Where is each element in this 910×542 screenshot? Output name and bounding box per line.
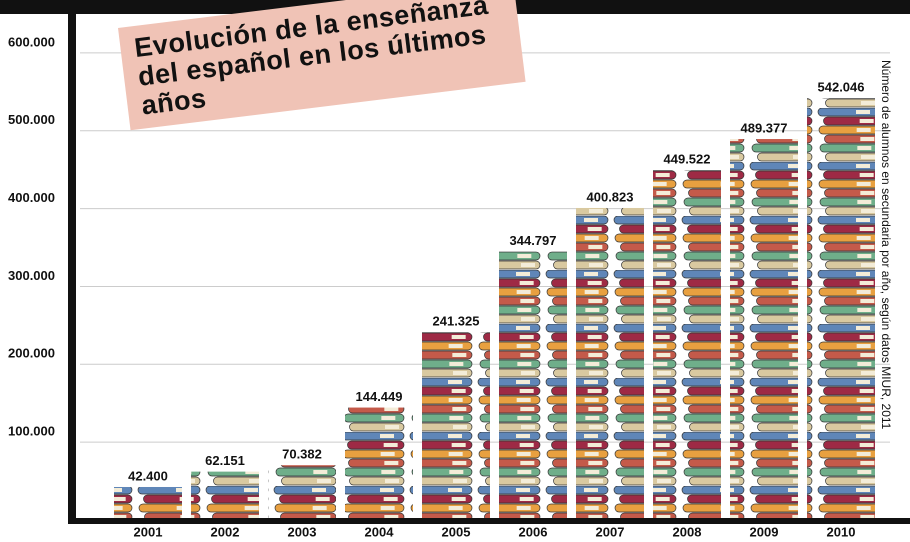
x-tick-label: 2009 [750,524,779,539]
y-tick-label: 400.000 [8,190,55,205]
bar [422,332,490,520]
x-tick-label: 2007 [596,524,625,539]
value-label: 144.449 [356,389,403,404]
value-label: 42.400 [128,468,168,483]
value-label: 542.046 [818,79,865,94]
x-tick-label: 2002 [211,524,240,539]
value-label: 489.377 [741,120,788,135]
x-tick-label: 2006 [519,524,548,539]
bar [114,487,182,520]
source-note: Número de alumnos en secundaria por año,… [879,60,893,510]
bar [576,208,644,520]
bar [345,408,413,520]
x-tick-label: 2005 [442,524,471,539]
y-tick-label: 100.000 [8,424,55,439]
x-tick-label: 2001 [134,524,163,539]
page: 100.000 200.000 300.000 400.000 500.000 600.0… [0,0,910,542]
y-tick-label: 500.000 [8,112,55,127]
bar [191,472,259,520]
value-label: 241.325 [433,314,480,329]
y-tick-label: 300.000 [8,268,55,283]
value-label: 400.823 [587,189,634,204]
value-label: 62.151 [205,453,245,468]
x-axis-bar [68,518,910,524]
bar [268,465,336,520]
value-label: 70.382 [282,447,322,462]
bar [807,98,875,520]
x-tick-label: 2010 [827,524,856,539]
y-tick-label: 200.000 [8,346,55,361]
bar [499,252,567,520]
x-tick-label: 2008 [673,524,702,539]
value-label: 344.797 [510,233,557,248]
value-label: 449.522 [664,152,711,167]
x-tick-label: 2004 [365,524,395,539]
x-tick-label: 2003 [288,524,317,539]
y-axis-bar [68,14,76,522]
bar [653,170,721,520]
bar [730,139,798,520]
y-tick-label: 600.000 [8,34,55,49]
